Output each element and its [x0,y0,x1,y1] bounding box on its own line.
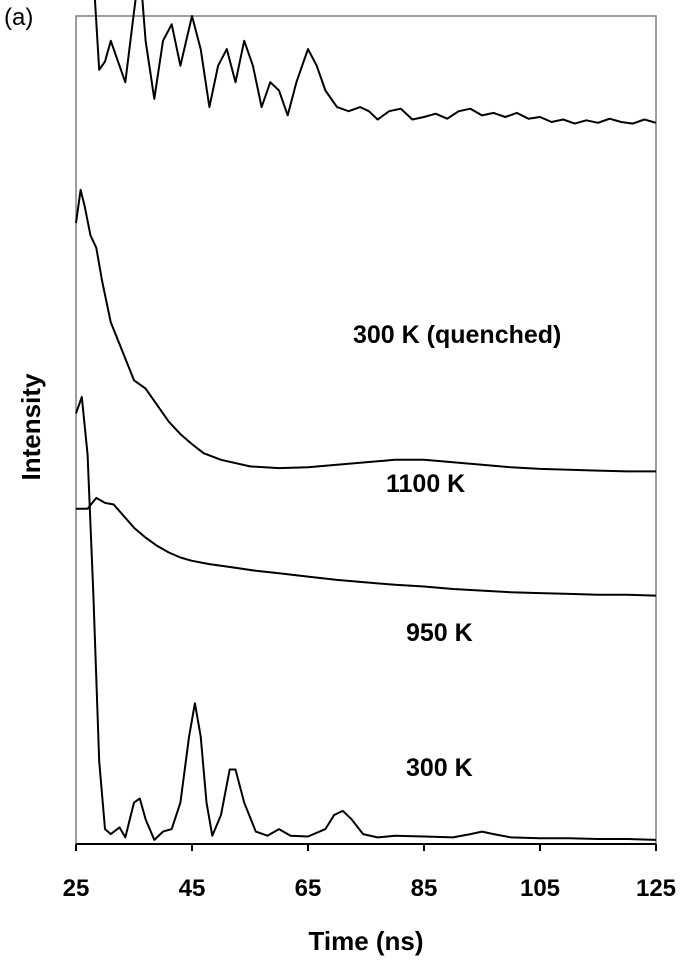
series-labels: 300 K (quenched) 1100 K 950 K 300 K [353,321,561,782]
x-tick-label: 65 [295,875,322,902]
traces [75,0,657,841]
x-tick-label: 25 [63,875,90,902]
x-tick-label: 125 [636,875,676,902]
plot-area-frame [75,15,657,845]
series-label: 300 K (quenched) [353,321,561,349]
panel-label: (a) [4,4,34,31]
x-tick-label: 105 [520,875,560,902]
series-label: 1100 K [386,470,465,498]
x-axis-label: Time (ns) [308,926,423,956]
y-axis-label: Intensity [16,373,46,480]
x-tick-label: 45 [179,875,206,902]
x-axis: 25 45 65 85 105 125 [63,843,676,902]
series-line-0 [93,0,657,125]
series-label: 950 K [406,619,473,647]
series-label: 300 K [406,754,473,782]
x-tick-label: 85 [411,875,438,902]
series-line-1 [75,188,656,473]
series-line-2 [76,496,657,597]
series-line-3 [75,395,657,841]
